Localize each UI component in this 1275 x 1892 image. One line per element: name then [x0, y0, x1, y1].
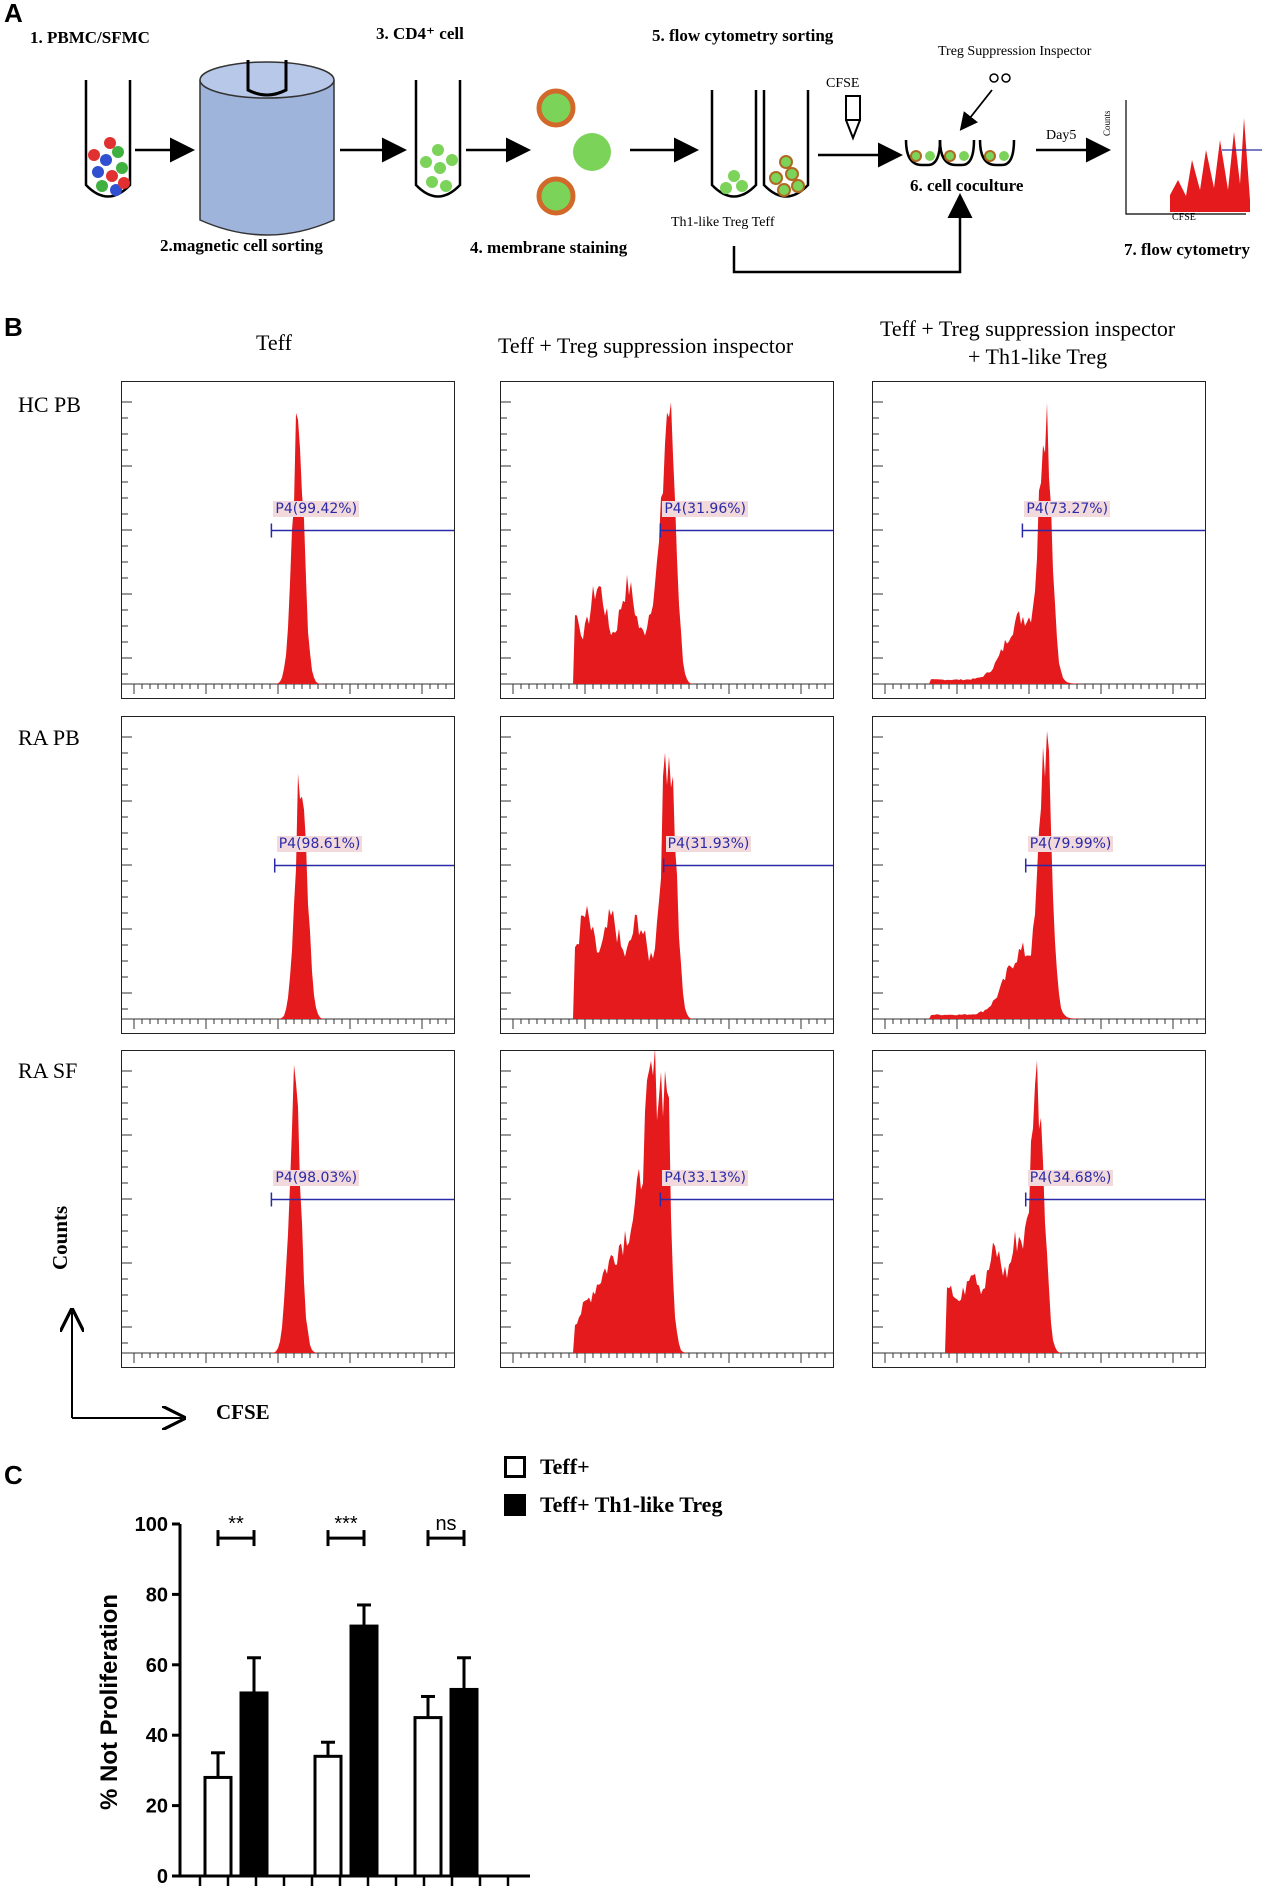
- sig-label: ***: [334, 1513, 358, 1535]
- bar-teff-2: [313, 1754, 343, 1878]
- category-label: RA SF: [415, 1890, 477, 1892]
- mini-cfse-label: CFSE: [1172, 212, 1196, 223]
- magnetic-sorter-icon: [199, 60, 335, 236]
- histogram-distribution: [873, 1060, 1205, 1353]
- histogram-r1-c3: P4(73.27%): [872, 381, 1206, 699]
- bar-chart-ylabel: % Not Proliferation: [96, 1593, 123, 1810]
- step7-label: 7. flow cytometry: [1124, 240, 1251, 259]
- gate-label: P4(98.61%): [276, 835, 363, 852]
- column-header-inspector: Teff + Treg suppression inspector: [498, 333, 794, 358]
- histogram-distribution: [501, 752, 833, 1019]
- panel-c-letter: C: [4, 1460, 23, 1490]
- dropper-icon: [845, 95, 861, 141]
- inspector-label: Treg Suppression Inspector: [938, 44, 1092, 59]
- step3-label: 3. CD4⁺ cell: [376, 24, 464, 43]
- mini-counts-label: Counts: [1102, 110, 1112, 136]
- sorted-tubes-icon: [710, 90, 810, 198]
- gate-label: P4(31.93%): [665, 835, 752, 852]
- row-header-hc-pb: HC PB: [18, 392, 81, 417]
- y-tick-label: 80: [146, 1584, 168, 1606]
- gate-label: P4(99.42%): [273, 500, 360, 517]
- bar-teff-1: [203, 1775, 233, 1878]
- step4-label: 4. membrane staining: [470, 238, 628, 257]
- histogram-r2-c3: P4(79.99%): [872, 716, 1206, 1034]
- row-header-ra-pb: RA PB: [18, 725, 80, 750]
- histogram-r3-c3: P4(34.68%): [872, 1050, 1206, 1368]
- category-label: RA PB: [314, 1890, 379, 1892]
- step6-label: 6. cell coculture: [910, 176, 1024, 195]
- step2-label: 2.magnetic cell sorting: [160, 236, 323, 255]
- histogram-distribution: [873, 730, 1205, 1019]
- histogram-distribution: [122, 773, 454, 1019]
- step5-label: 5. flow cytometry sorting: [652, 26, 834, 45]
- gate-label: P4(73.27%): [1024, 500, 1111, 517]
- histogram-r1-c2: P4(31.96%): [500, 381, 834, 699]
- gate-label: P4(31.96%): [662, 500, 749, 517]
- stained-cells-icon: [536, 88, 611, 216]
- day-label: Day5: [1046, 128, 1077, 143]
- tube-cd4-icon: [414, 80, 462, 198]
- panel-b-letter: B: [4, 312, 23, 342]
- bar-chart: 0 20 40 60 80 100 ** HC PB *** RA PB ns RA SF: [135, 1513, 530, 1892]
- histogram-r2-c1: P4(98.61%): [121, 716, 455, 1034]
- gate-label: P4(34.68%): [1027, 1169, 1114, 1186]
- histogram-distribution: [501, 402, 833, 684]
- legend-label-teff: Teff+: [540, 1454, 590, 1479]
- tube-labels: Th1-like Treg Teff: [671, 215, 775, 230]
- bar-teff-3: [413, 1716, 443, 1878]
- cfse-reagent-label: CFSE: [826, 76, 860, 91]
- legend-swatch-th1: [504, 1494, 526, 1516]
- column-header-th1-line2: + Th1-like Treg: [968, 344, 1108, 369]
- gate-label: P4(79.99%): [1027, 835, 1114, 852]
- sig-label: ns: [435, 1513, 456, 1535]
- histogram-distribution: [122, 1064, 454, 1353]
- row-header-ra-sf: RA SF: [18, 1058, 78, 1083]
- histogram-distribution: [873, 402, 1205, 684]
- legend-swatch-teff: [504, 1456, 526, 1478]
- x-axis-label-cfse: CFSE: [216, 1400, 270, 1424]
- bar-th1-2: [349, 1624, 379, 1878]
- bar-th1-1: [239, 1691, 269, 1878]
- y-tick-label: 100: [135, 1514, 168, 1536]
- panel-a-letter: A: [4, 0, 23, 28]
- step1-label: 1. PBMC/SFMC: [30, 28, 150, 47]
- column-header-th1-line1: Teff + Treg suppression inspector: [880, 316, 1176, 341]
- histogram-r3-c2: P4(33.13%): [500, 1050, 834, 1368]
- mini-histogram-icon: [1125, 100, 1262, 215]
- axis-arrows: [60, 1300, 190, 1430]
- sig-label: **: [228, 1513, 244, 1535]
- tube-pbmc-icon: [84, 80, 132, 198]
- histogram-distribution: [501, 1051, 833, 1353]
- workflow-diagram: [84, 60, 1262, 274]
- bar-th1-3: [449, 1687, 479, 1878]
- histogram-r2-c2: P4(31.93%): [500, 716, 834, 1034]
- legend-label-th1: Teff+ Th1-like Treg: [540, 1492, 723, 1517]
- gate-label: P4(98.03%): [273, 1169, 360, 1186]
- y-tick-label: 0: [157, 1866, 168, 1888]
- y-tick-label: 20: [146, 1796, 168, 1818]
- y-tick-label: 40: [146, 1725, 168, 1747]
- gate-label: P4(33.13%): [662, 1169, 749, 1186]
- histogram-r3-c1: P4(98.03%): [121, 1050, 455, 1368]
- coculture-wells-icon: [904, 139, 1016, 167]
- histogram-distribution: [122, 412, 454, 684]
- histogram-r1-c1: P4(99.42%): [121, 381, 455, 699]
- y-axis-label-counts: Counts: [48, 1205, 72, 1270]
- column-header-teff: Teff: [256, 330, 292, 355]
- category-label: HC PB: [203, 1890, 270, 1892]
- y-tick-label: 60: [146, 1655, 168, 1677]
